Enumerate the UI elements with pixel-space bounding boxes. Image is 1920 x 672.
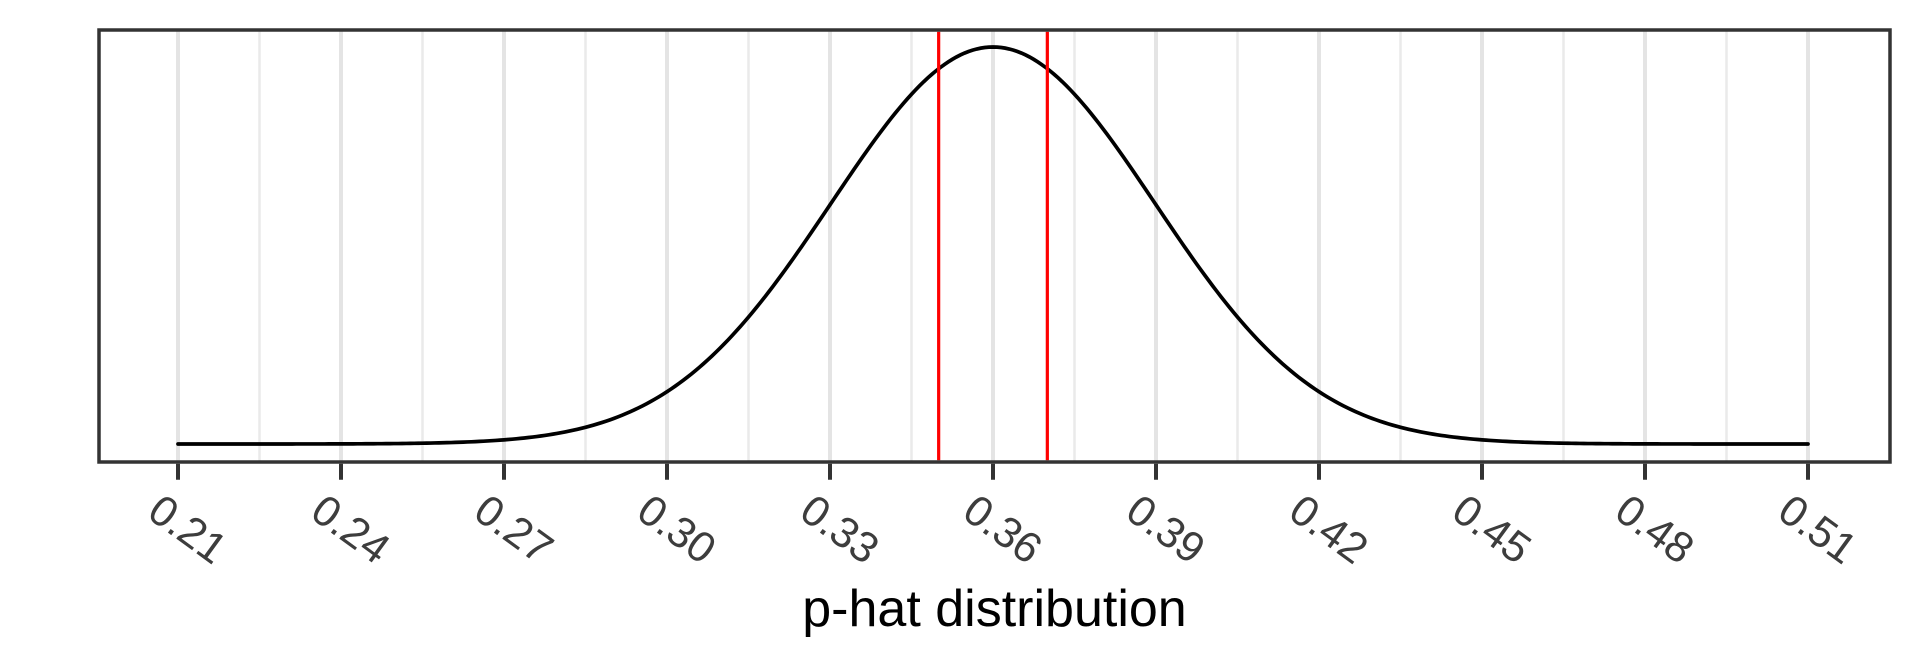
density-curve <box>176 45 1810 446</box>
x-axis-title: p-hat distribution <box>802 580 1187 638</box>
panel-border <box>97 28 1892 464</box>
